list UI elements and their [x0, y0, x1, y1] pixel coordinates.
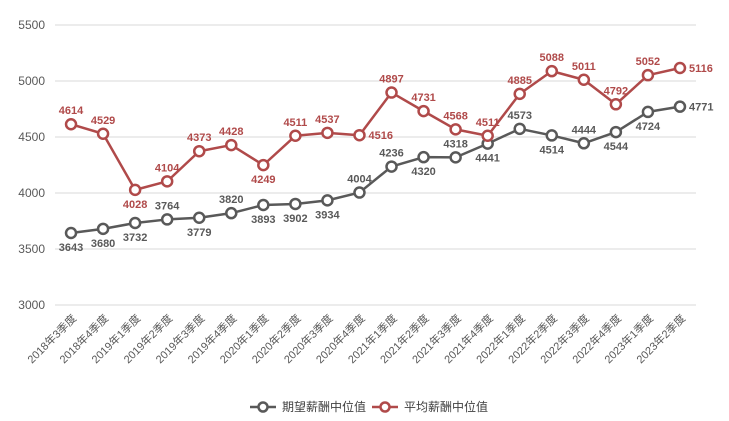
data-label: 5088 [540, 52, 564, 64]
data-label: 4885 [507, 75, 531, 87]
data-label: 4249 [251, 174, 275, 186]
data-label: 5011 [572, 61, 596, 73]
data-point [257, 158, 270, 172]
data-point [545, 129, 559, 142]
grid [55, 24, 696, 306]
data-point [321, 126, 334, 140]
data-point [257, 198, 270, 212]
data-point [64, 226, 78, 240]
data-point [641, 105, 655, 119]
data-label: 3893 [251, 214, 275, 226]
data-point [96, 222, 110, 236]
y-tick-label: 4000 [18, 186, 45, 200]
data-point [481, 129, 494, 143]
data-label: 4537 [315, 114, 339, 126]
data-point [225, 206, 238, 220]
data-label: 3902 [283, 213, 307, 225]
data-point [417, 104, 430, 118]
data-label: 4514 [540, 144, 565, 156]
data-point [64, 117, 78, 131]
data-labels: 3643 3680 3732 3764 3779 3820 3893 3902 3934 4004… [59, 52, 714, 254]
data-point [289, 197, 302, 211]
y-tick-label: 5000 [18, 74, 45, 88]
data-point [577, 73, 591, 87]
data-label: 4897 [379, 74, 403, 86]
data-label: 4373 [187, 132, 211, 144]
data-point [545, 64, 559, 78]
data-label: 4441 [475, 153, 499, 165]
data-label: 4511 [476, 117, 500, 129]
data-label: 3643 [59, 242, 83, 254]
data-point [192, 211, 206, 225]
data-label: 3732 [123, 232, 147, 244]
data-label: 4004 [347, 174, 372, 186]
data-point [160, 175, 174, 188]
data-label: 3764 [155, 200, 180, 212]
data-label: 4428 [219, 126, 243, 138]
data-point [160, 213, 174, 226]
data-point [513, 122, 526, 136]
legend-label: 平均薪酬中位值 [404, 399, 488, 414]
data-label: 4573 [507, 110, 531, 122]
data-point [225, 138, 238, 152]
data-label: 4529 [91, 115, 115, 127]
data-label: 3779 [187, 227, 211, 239]
y-axis-ticks: 3000 3500 4000 4500 5000 5500 [18, 18, 45, 312]
data-label: 4792 [604, 85, 628, 97]
data-label: 3934 [315, 209, 340, 221]
data-label: 4568 [443, 110, 467, 122]
data-point [321, 194, 334, 207]
data-label: 5052 [636, 56, 660, 68]
data-point [577, 137, 591, 150]
data-point [128, 183, 142, 197]
x-axis-ticks: 2018年3季度2018年4季度2019年1季度2019年2季度2019年3季度… [24, 311, 688, 366]
data-label: 4028 [123, 199, 147, 211]
data-point [353, 186, 366, 199]
legend-label: 期望薪酬中位值 [282, 399, 366, 414]
data-point [353, 128, 366, 142]
legend-swatch-marker [257, 401, 269, 413]
data-label: 4614 [59, 105, 84, 117]
data-label: 4318 [443, 138, 467, 150]
data-point [289, 129, 302, 143]
data-label: 4724 [636, 121, 661, 133]
data-point [385, 160, 398, 173]
data-point [385, 86, 398, 99]
data-point [449, 151, 462, 164]
data-label: 4544 [604, 141, 629, 153]
data-label: 3820 [219, 194, 243, 206]
data-point [128, 216, 142, 230]
data-point [673, 61, 687, 75]
data-label: 4104 [155, 162, 180, 174]
y-tick-label: 4500 [18, 130, 45, 144]
data-label: 4511 [283, 117, 307, 129]
data-point [609, 125, 623, 139]
series-lines [64, 61, 687, 240]
data-point [449, 123, 462, 136]
data-label: 4731 [411, 92, 435, 104]
legend-item[interactable]: 平均薪酬中位值 [372, 399, 488, 414]
y-tick-label: 5500 [18, 18, 45, 32]
data-label: 4236 [379, 148, 403, 160]
data-point [192, 144, 206, 158]
data-point [673, 100, 687, 113]
data-label: 4771 [689, 102, 713, 114]
data-label: 5116 [689, 63, 713, 75]
legend: 期望薪酬中位值 平均薪酬中位值 [250, 399, 488, 414]
data-point [609, 98, 623, 111]
legend-item[interactable]: 期望薪酬中位值 [250, 399, 366, 414]
data-point [513, 87, 526, 101]
data-label: 4320 [411, 166, 435, 178]
data-point [96, 127, 110, 141]
data-point [641, 68, 655, 82]
data-label: 4444 [572, 124, 597, 136]
y-tick-label: 3000 [18, 298, 45, 312]
legend-swatch-marker [379, 401, 391, 413]
data-label: 3680 [91, 238, 115, 250]
y-tick-label: 3500 [18, 242, 45, 256]
data-point [417, 150, 430, 164]
data-label: 4516 [368, 130, 392, 142]
